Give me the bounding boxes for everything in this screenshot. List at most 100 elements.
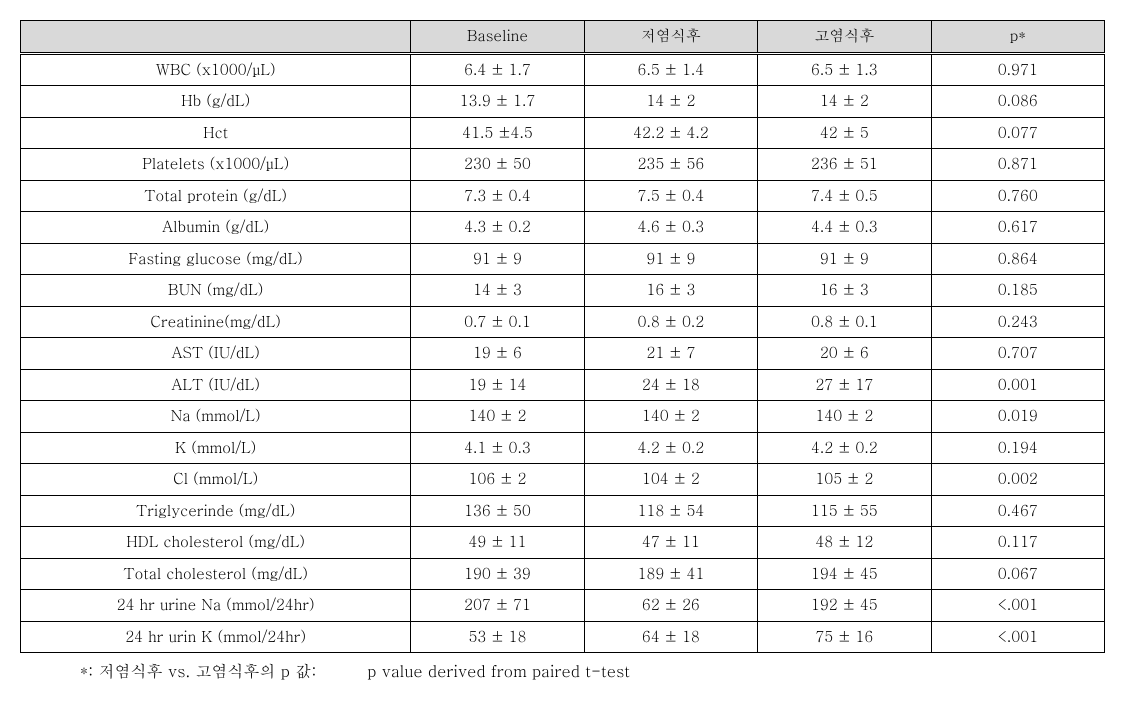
table-row: Cl (mmol/L)106 ± 2104 ± 2105 ± 20.002	[21, 464, 1105, 496]
cell-low: 104 ± 2	[584, 464, 757, 496]
cell-baseline: 19 ± 14	[411, 369, 584, 401]
cell-low: 91 ± 9	[584, 243, 757, 275]
row-label: Albumin (g/dL)	[21, 212, 411, 244]
cell-low: 140 ± 2	[584, 401, 757, 433]
cell-high: 42 ± 5	[758, 117, 931, 149]
cell-low: 4.2 ± 0.2	[584, 432, 757, 464]
table-row: WBC (x1000/μL)6.4 ± 1.76.5 ± 1.46.5 ± 1.…	[21, 53, 1105, 86]
cell-high: 20 ± 6	[758, 338, 931, 370]
table-row: AST (IU/dL)19 ± 621 ± 720 ± 60.707	[21, 338, 1105, 370]
table-row: Total cholesterol (mg/dL)190 ± 39189 ± 4…	[21, 558, 1105, 590]
table-header: Baseline 저염식후 고염식후 p*	[21, 21, 1105, 54]
cell-low: 16 ± 3	[584, 275, 757, 307]
cell-p: 0.971	[931, 53, 1104, 86]
cell-p: <.001	[931, 590, 1104, 622]
cell-baseline: 41.5 ±4.5	[411, 117, 584, 149]
row-label: Creatinine(mg/dL)	[21, 306, 411, 338]
cell-high: 0.8 ± 0.1	[758, 306, 931, 338]
row-label: AST (IU/dL)	[21, 338, 411, 370]
cell-high: 6.5 ± 1.3	[758, 53, 931, 86]
cell-high: 91 ± 9	[758, 243, 931, 275]
table-row: Albumin (g/dL)4.3 ± 0.24.6 ± 0.34.4 ± 0.…	[21, 212, 1105, 244]
cell-baseline: 0.7 ± 0.1	[411, 306, 584, 338]
cell-baseline: 106 ± 2	[411, 464, 584, 496]
cell-high: 27 ± 17	[758, 369, 931, 401]
row-label: WBC (x1000/μL)	[21, 53, 411, 86]
lab-results-table: Baseline 저염식후 고염식후 p* WBC (x1000/μL)6.4 …	[20, 20, 1105, 653]
cell-low: 7.5 ± 0.4	[584, 180, 757, 212]
cell-high: 105 ± 2	[758, 464, 931, 496]
cell-high: 4.2 ± 0.2	[758, 432, 931, 464]
cell-low: 4.6 ± 0.3	[584, 212, 757, 244]
cell-low: 189 ± 41	[584, 558, 757, 590]
row-label: BUN (mg/dL)	[21, 275, 411, 307]
cell-p: <.001	[931, 621, 1104, 653]
cell-p: 0.019	[931, 401, 1104, 433]
cell-high: 194 ± 45	[758, 558, 931, 590]
cell-baseline: 49 ± 11	[411, 527, 584, 559]
cell-p: 0.067	[931, 558, 1104, 590]
table-row: Hb (g/dL)13.9 ± 1.714 ± 214 ± 20.086	[21, 86, 1105, 118]
cell-p: 0.086	[931, 86, 1104, 118]
cell-p: 0.001	[931, 369, 1104, 401]
row-label: Triglycerinde (mg/dL)	[21, 495, 411, 527]
table-row: Triglycerinde (mg/dL)136 ± 50118 ± 54115…	[21, 495, 1105, 527]
row-label: 24 hr urine Na (mmol/24hr)	[21, 590, 411, 622]
table-row: Na (mmol/L)140 ± 2140 ± 2140 ± 20.019	[21, 401, 1105, 433]
cell-p: 0.864	[931, 243, 1104, 275]
table-row: 24 hr urin K (mmol/24hr)53 ± 1864 ± 1875…	[21, 621, 1105, 653]
footnote-left: *: 저염식후 vs. 고염식후의 p 값:	[80, 659, 317, 682]
cell-baseline: 6.4 ± 1.7	[411, 53, 584, 86]
table-body: WBC (x1000/μL)6.4 ± 1.76.5 ± 1.46.5 ± 1.…	[21, 53, 1105, 653]
cell-p: 0.077	[931, 117, 1104, 149]
cell-low: 62 ± 26	[584, 590, 757, 622]
cell-baseline: 207 ± 71	[411, 590, 584, 622]
col-header-low-salt: 저염식후	[584, 21, 757, 54]
col-header-high-salt: 고염식후	[758, 21, 931, 54]
table-row: Platelets (x1000/μL)230 ± 50235 ± 56236 …	[21, 149, 1105, 181]
cell-p: 0.871	[931, 149, 1104, 181]
cell-p: 0.467	[931, 495, 1104, 527]
cell-baseline: 7.3 ± 0.4	[411, 180, 584, 212]
cell-low: 14 ± 2	[584, 86, 757, 118]
cell-high: 140 ± 2	[758, 401, 931, 433]
table-row: HDL cholesterol (mg/dL)49 ± 1147 ± 1148 …	[21, 527, 1105, 559]
cell-p: 0.185	[931, 275, 1104, 307]
cell-high: 4.4 ± 0.3	[758, 212, 931, 244]
table-row: BUN (mg/dL)14 ± 316 ± 316 ± 30.185	[21, 275, 1105, 307]
col-header-baseline: Baseline	[411, 21, 584, 54]
table-row: 24 hr urine Na (mmol/24hr)207 ± 7162 ± 2…	[21, 590, 1105, 622]
col-header-p: p*	[931, 21, 1104, 54]
cell-p: 0.707	[931, 338, 1104, 370]
row-label: Hct	[21, 117, 411, 149]
cell-baseline: 14 ± 3	[411, 275, 584, 307]
table-row: Fasting glucose (mg/dL)91 ± 991 ± 991 ± …	[21, 243, 1105, 275]
table-row: Hct41.5 ±4.542.2 ± 4.242 ± 50.077	[21, 117, 1105, 149]
cell-low: 24 ± 18	[584, 369, 757, 401]
row-label: HDL cholesterol (mg/dL)	[21, 527, 411, 559]
table-row: Creatinine(mg/dL)0.7 ± 0.10.8 ± 0.20.8 ±…	[21, 306, 1105, 338]
cell-baseline: 19 ± 6	[411, 338, 584, 370]
cell-low: 64 ± 18	[584, 621, 757, 653]
cell-high: 192 ± 45	[758, 590, 931, 622]
cell-low: 42.2 ± 4.2	[584, 117, 757, 149]
cell-high: 14 ± 2	[758, 86, 931, 118]
cell-high: 16 ± 3	[758, 275, 931, 307]
cell-p: 0.243	[931, 306, 1104, 338]
row-label: Fasting glucose (mg/dL)	[21, 243, 411, 275]
cell-baseline: 4.1 ± 0.3	[411, 432, 584, 464]
row-label: Total protein (g/dL)	[21, 180, 411, 212]
row-label: Hb (g/dL)	[21, 86, 411, 118]
row-label: K (mmol/L)	[21, 432, 411, 464]
cell-high: 75 ± 16	[758, 621, 931, 653]
row-label: ALT (IU/dL)	[21, 369, 411, 401]
cell-high: 115 ± 55	[758, 495, 931, 527]
cell-baseline: 4.3 ± 0.2	[411, 212, 584, 244]
row-label: Platelets (x1000/μL)	[21, 149, 411, 181]
cell-low: 47 ± 11	[584, 527, 757, 559]
table-row: ALT (IU/dL)19 ± 1424 ± 1827 ± 170.001	[21, 369, 1105, 401]
cell-p: 0.002	[931, 464, 1104, 496]
row-label: Total cholesterol (mg/dL)	[21, 558, 411, 590]
table-row: K (mmol/L)4.1 ± 0.34.2 ± 0.24.2 ± 0.20.1…	[21, 432, 1105, 464]
row-label: Cl (mmol/L)	[21, 464, 411, 496]
